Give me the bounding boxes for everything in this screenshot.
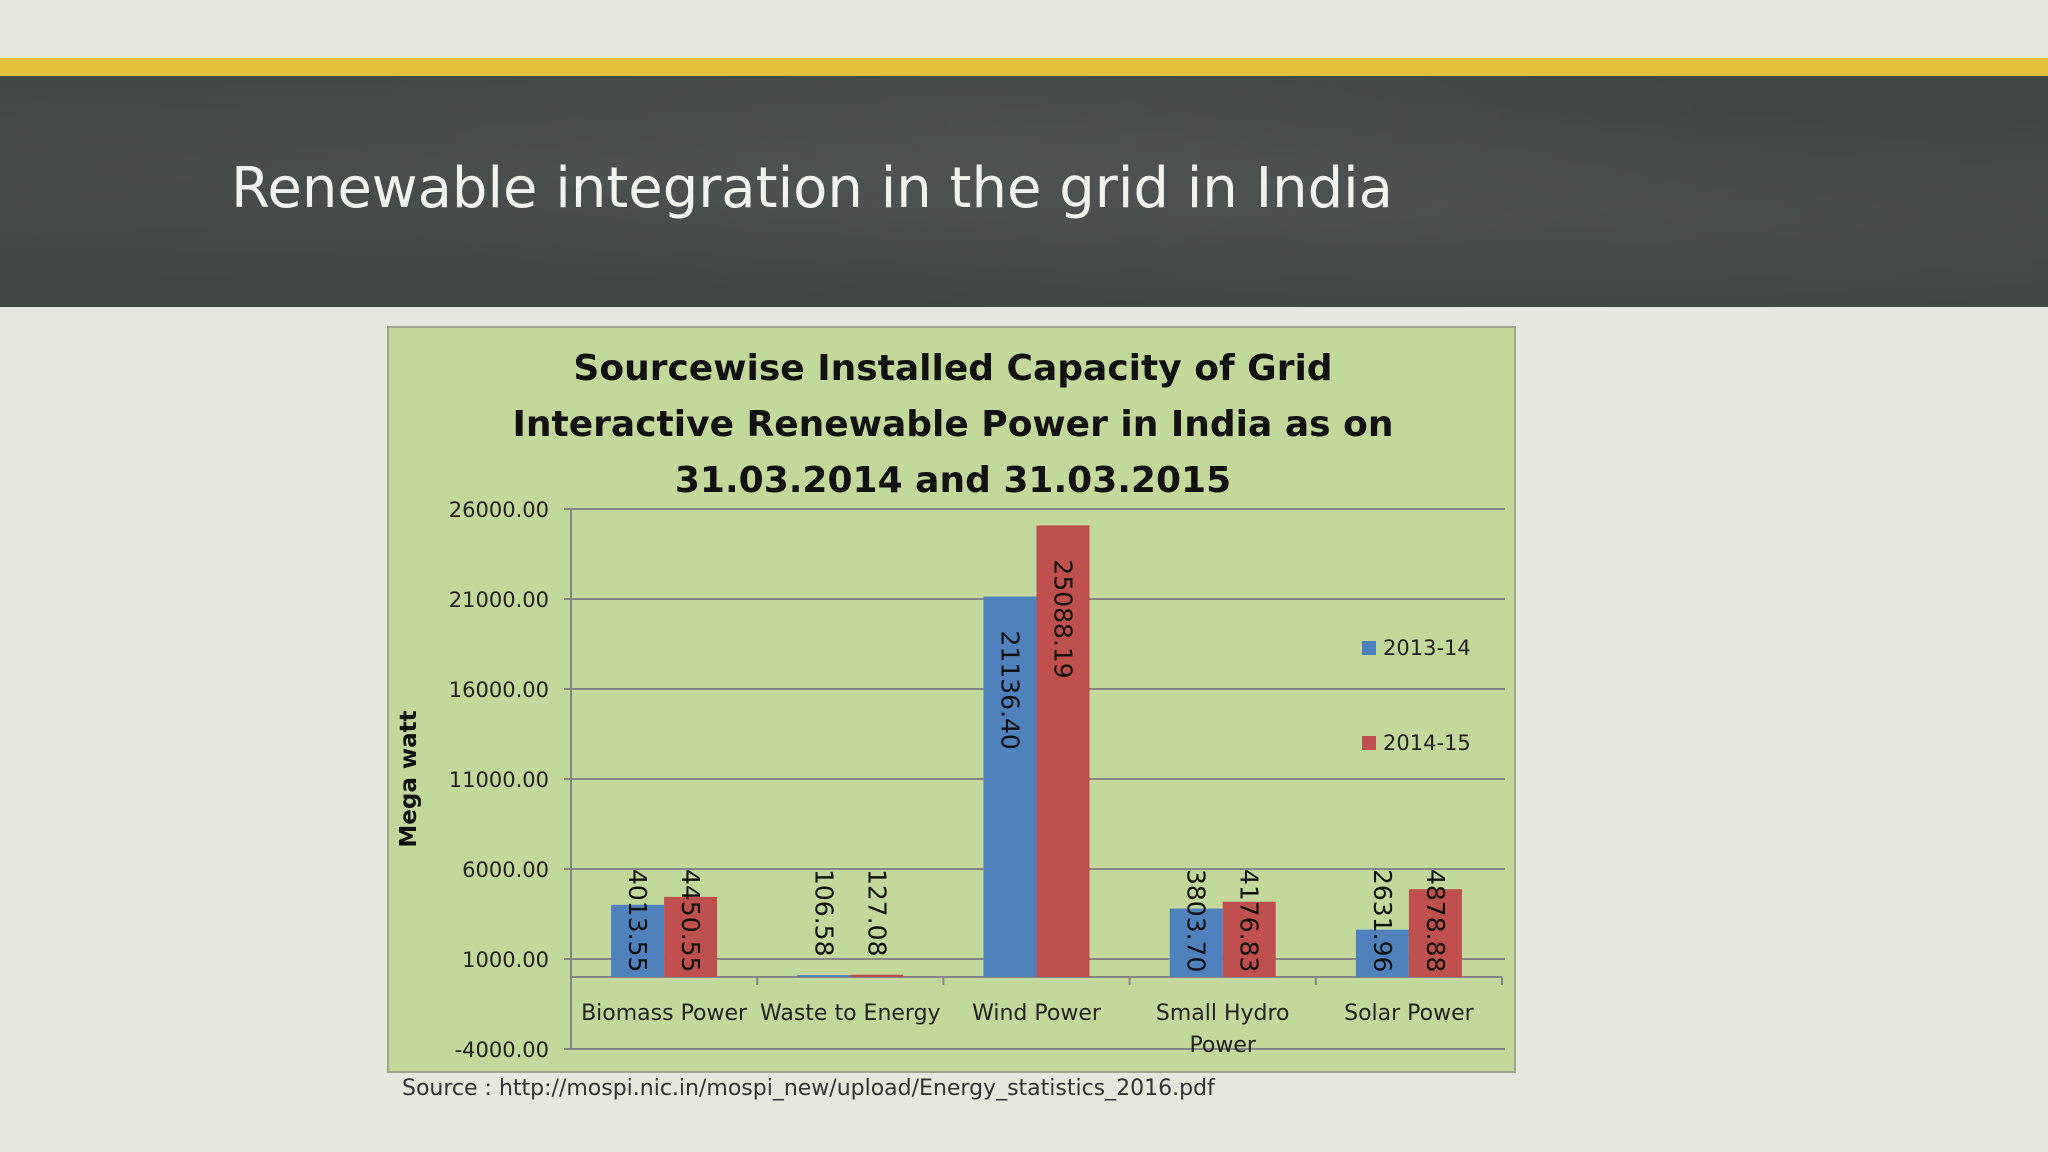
chart-area: Sourcewise Installed Capacity of Grid Int… [387,326,1516,1073]
chart-title-line: Interactive Renewable Power in India as … [513,404,1394,445]
title-band [0,76,2048,307]
data-label: 4013.55 [623,869,652,972]
bar [1036,525,1090,977]
bar-chart: Sourcewise Installed Capacity of Grid Int… [396,348,1505,1062]
y-tick-label: 26000.00 [449,498,549,522]
data-label: 4878.88 [1421,869,1450,972]
legend-swatch [1362,641,1376,655]
data-label: 3803.70 [1182,869,1211,972]
slide-title: Renewable integration in the grid in Ind… [231,156,1393,221]
bar [1408,889,1462,977]
data-label: 2631.96 [1368,869,1397,972]
data-label: 127.08 [862,869,891,956]
x-tick-label: Wind Power [972,1001,1102,1026]
legend-label: 2014-15 [1383,731,1471,755]
bar [1355,929,1409,977]
bar [611,904,665,977]
y-tick-label: 6000.00 [462,858,549,882]
legend-label: 2013-14 [1383,636,1471,660]
bar [1169,908,1223,977]
x-tick-label: Power [1189,1033,1256,1058]
chart-title-line: Sourcewise Installed Capacity of Grid [573,348,1332,389]
data-label: 4450.55 [676,869,705,972]
data-label: 21136.40 [996,631,1025,750]
data-label: 106.58 [809,869,838,956]
legend-swatch [1362,736,1376,750]
y-tick-label: 16000.00 [449,678,549,702]
x-tick-label: Small Hydro [1156,1001,1290,1026]
accent-bar [0,58,2048,76]
bar [1222,901,1276,977]
source-citation: Source : http://mospi.nic.in/mospi_new/u… [402,1076,1215,1101]
x-tick-label: Waste to Energy [760,1001,941,1026]
bar [850,974,904,977]
data-label: 25088.19 [1049,559,1078,678]
data-label: 4176.83 [1235,869,1264,972]
x-tick-label: Solar Power [1344,1001,1475,1026]
bar [664,896,718,977]
bar [797,975,851,977]
y-tick-label: -4000.00 [455,1038,549,1062]
chart-title-line: 31.03.2014 and 31.03.2015 [675,460,1231,501]
x-tick-label: Biomass Power [581,1001,748,1026]
y-tick-label: 21000.00 [449,588,549,612]
y-tick-label: 11000.00 [449,768,549,792]
y-axis-title: Mega watt [396,710,422,847]
y-tick-label: 1000.00 [462,948,549,972]
bar [983,596,1037,977]
